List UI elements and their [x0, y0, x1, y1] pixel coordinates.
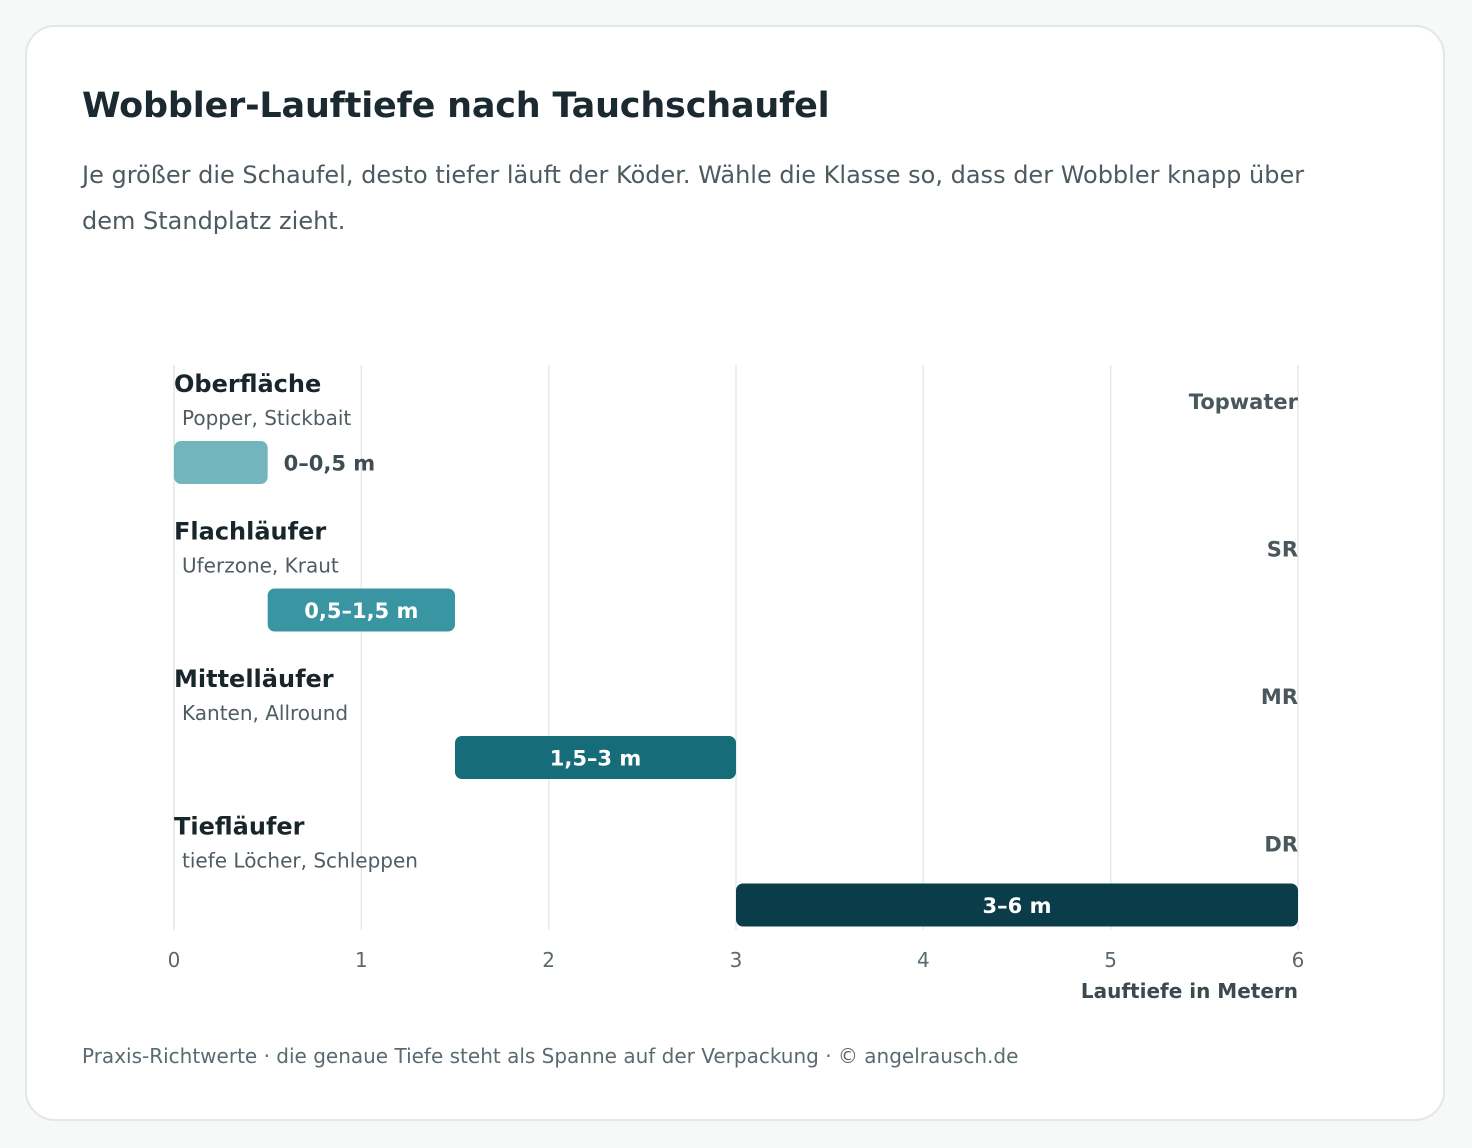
- category-code: DR: [1264, 833, 1298, 857]
- x-tick-label: 5: [1104, 948, 1117, 972]
- x-axis-title: Lauftiefe in Metern: [1081, 979, 1298, 1003]
- category-row: Tiefläufer tiefe Löcher, Schleppen DR 3–6 m: [174, 813, 1298, 927]
- range-bar: [267, 588, 455, 632]
- category-usage: tiefe Löcher, Schleppen: [182, 849, 418, 873]
- category-code: SR: [1267, 538, 1298, 562]
- category-name: Tiefläufer: [174, 813, 305, 841]
- x-tick-label: 1: [355, 948, 368, 972]
- x-axis: 0 1 2 3 4 5 6: [168, 948, 1305, 972]
- chart-card: [25, 25, 1445, 1121]
- category-row: Flachläufer Uferzone, Kraut SR 0,5–1,5 m: [174, 518, 1298, 632]
- bar-value-label: 0,5–1,5 m: [304, 599, 418, 623]
- bar-value-label: 0–0,5 m: [284, 452, 376, 476]
- category-rows: Oberfläche Popper, Stickbait Topwater 0–0,5…: [174, 370, 1299, 927]
- grid: [173, 365, 1299, 930]
- category-usage: Popper, Stickbait: [182, 406, 351, 430]
- range-bar: [455, 736, 736, 779]
- source-footer: Praxis-Richtwerte · die genaue Tiefe ste…: [82, 1044, 1019, 1068]
- x-tick-label: 2: [542, 948, 555, 972]
- category-name: Mittelläufer: [174, 665, 334, 693]
- category-row: Mittelläufer Kanten, Allround MR 1,5–3 m: [174, 665, 1298, 779]
- range-bar: [736, 883, 1298, 927]
- category-name: Oberfläche: [174, 370, 321, 398]
- category-code: MR: [1261, 685, 1298, 709]
- chart-title: Wobbler-Lauftiefe nach Tauchschaufel: [82, 86, 830, 126]
- chart-subtitle: Je größer die Schaufel, desto tiefer läu…: [82, 161, 1305, 235]
- x-tick-label: 0: [168, 948, 181, 972]
- x-tick-label: 3: [730, 948, 743, 972]
- bar-value-label: 3–6 m: [983, 894, 1052, 918]
- category-name: Flachläufer: [174, 518, 326, 546]
- bar-value-label: 1,5–3 m: [550, 747, 642, 771]
- category-usage: Kanten, Allround: [182, 701, 348, 725]
- x-tick-label: 6: [1292, 948, 1305, 972]
- category-usage: Uferzone, Kraut: [182, 554, 339, 578]
- x-tick-label: 4: [917, 948, 930, 972]
- category-row: Oberfläche Popper, Stickbait Topwater 0–0,5…: [174, 370, 1299, 484]
- category-code: Topwater: [1189, 390, 1299, 414]
- range-bar: [174, 441, 268, 484]
